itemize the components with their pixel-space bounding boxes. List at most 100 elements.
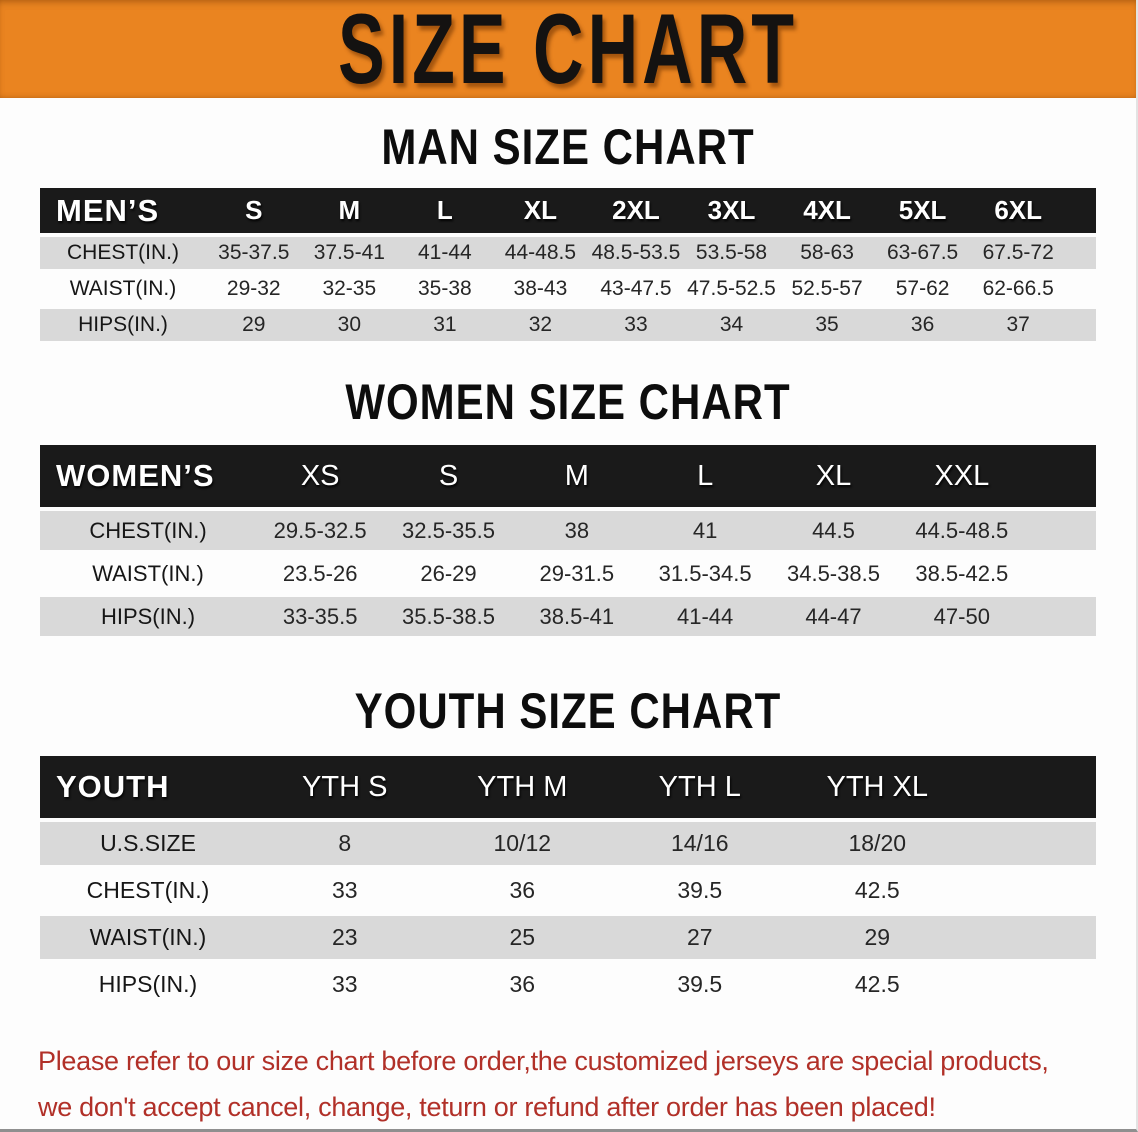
row-label: WAIST(IN.) <box>40 916 256 959</box>
disclaimer-line-1: Please refer to our size chart before or… <box>38 1046 1049 1076</box>
size-value-cell: 37 <box>970 309 1066 341</box>
size-value-cell: 35.5-38.5 <box>384 597 513 636</box>
table-row: WAIST(IN.) 23 25 27 29 <box>40 916 1096 959</box>
size-value-cell: 34 <box>683 309 780 341</box>
size-column-header: XL <box>769 445 898 507</box>
size-column-header: 5XL <box>874 188 971 233</box>
size-value-cell: 23 <box>256 916 434 959</box>
size-column-header: M <box>512 445 641 507</box>
youth-header-label: YOUTH <box>40 756 256 818</box>
size-column-header: 2XL <box>588 188 684 233</box>
size-value-cell: 8 <box>256 822 434 865</box>
size-value-cell: 36 <box>433 963 611 1006</box>
spacer-cell <box>1026 445 1096 507</box>
youth-header-row: YOUTH YTH S YTH M YTH L YTH XL <box>40 756 1096 818</box>
youth-size-table: YOUTH YTH S YTH M YTH L YTH XL U.S.SIZE 8 10/12… <box>40 752 1096 1010</box>
table-row: HIPS(IN.) 29 30 31 32 33 34 35 36 37 <box>40 309 1096 341</box>
size-value-cell: 32 <box>492 309 589 341</box>
size-value-cell: 41-44 <box>397 237 493 269</box>
size-value-cell: 29-31.5 <box>512 554 641 593</box>
size-value-cell: 44.5-48.5 <box>897 511 1026 550</box>
size-value-cell: 41 <box>640 511 770 550</box>
size-column-header: S <box>384 445 513 507</box>
spacer-cell <box>1026 597 1096 636</box>
men-size-table: MEN’S S M L XL 2XL 3XL 4XL 5XL 6XL CHEST(IN.) 35-37… <box>40 184 1096 345</box>
size-value-cell: 58-63 <box>779 237 875 269</box>
size-column-header: L <box>640 445 770 507</box>
row-label: CHEST(IN.) <box>40 511 256 550</box>
size-value-cell: 30 <box>301 309 398 341</box>
size-value-cell: 33 <box>588 309 684 341</box>
size-value-cell: 57-62 <box>874 273 971 305</box>
size-value-cell: 44-47 <box>769 597 898 636</box>
size-value-cell: 23.5-26 <box>256 554 385 593</box>
size-column-header: YTH L <box>611 756 789 818</box>
women-section-title: WOMEN SIZE CHART <box>345 373 791 430</box>
size-value-cell: 32-35 <box>301 273 398 305</box>
size-value-cell: 52.5-57 <box>779 273 875 305</box>
size-value-cell: 43-47.5 <box>588 273 684 305</box>
table-row: U.S.SIZE 8 10/12 14/16 18/20 <box>40 822 1096 865</box>
size-value-cell: 67.5-72 <box>970 237 1066 269</box>
banner: SIZE CHART <box>0 0 1136 104</box>
size-value-cell: 36 <box>874 309 971 341</box>
size-value-cell: 53.5-58 <box>683 237 780 269</box>
size-value-cell: 32.5-35.5 <box>384 511 513 550</box>
size-column-header: XL <box>492 188 589 233</box>
row-label: U.S.SIZE <box>40 822 256 865</box>
table-row: CHEST(IN.) 29.5-32.5 32.5-35.5 38 41 44.5 44.5… <box>40 511 1096 550</box>
size-value-cell: 34.5-38.5 <box>769 554 898 593</box>
table-row: CHEST(IN.) 35-37.5 37.5-41 41-44 44-48.5 48.5… <box>40 237 1096 269</box>
disclaimer-line-2: we don't accept cancel, change, teturn o… <box>38 1092 936 1122</box>
size-value-cell: 41-44 <box>640 597 770 636</box>
size-value-cell: 25 <box>433 916 611 959</box>
size-column-header: XS <box>256 445 385 507</box>
size-column-header: L <box>397 188 493 233</box>
spacer-cell <box>966 916 1096 959</box>
size-value-cell: 39.5 <box>611 963 789 1006</box>
size-column-header: 4XL <box>779 188 875 233</box>
size-column-header: YTH M <box>433 756 611 818</box>
banner-title: SIZE CHART <box>338 0 798 105</box>
size-value-cell: 33-35.5 <box>256 597 385 636</box>
section-youth: YOUTH SIZE CHART YOUTH YTH S YTH M YTH L YTH… <box>0 682 1136 1010</box>
size-value-cell: 47-50 <box>897 597 1026 636</box>
size-value-cell: 35-38 <box>397 273 493 305</box>
size-column-header: 3XL <box>683 188 780 233</box>
size-value-cell: 26-29 <box>384 554 513 593</box>
size-value-cell: 38 <box>512 511 641 550</box>
size-value-cell: 35 <box>779 309 875 341</box>
spacer-cell <box>966 963 1096 1006</box>
row-label: HIPS(IN.) <box>40 309 206 341</box>
size-column-header: YTH S <box>256 756 434 818</box>
spacer-cell <box>1066 237 1096 269</box>
women-header-row: WOMEN’S XS S M L XL XXL <box>40 445 1096 507</box>
spacer-cell <box>966 756 1096 818</box>
size-value-cell: 63-67.5 <box>874 237 971 269</box>
size-value-cell: 38-43 <box>492 273 589 305</box>
spacer-cell <box>1066 309 1096 341</box>
size-column-header: M <box>301 188 398 233</box>
size-value-cell: 29.5-32.5 <box>256 511 385 550</box>
disclaimer: Please refer to our size chart before or… <box>0 1038 1136 1129</box>
size-value-cell: 29 <box>206 309 302 341</box>
row-label: CHEST(IN.) <box>40 237 206 269</box>
size-value-cell: 37.5-41 <box>301 237 398 269</box>
size-value-cell: 42.5 <box>788 869 966 912</box>
row-label: WAIST(IN.) <box>40 554 256 593</box>
size-value-cell: 48.5-53.5 <box>588 237 684 269</box>
spacer-cell <box>1066 273 1096 305</box>
spacer-cell <box>1026 554 1096 593</box>
size-value-cell: 33 <box>256 869 434 912</box>
size-value-cell: 44.5 <box>769 511 898 550</box>
row-label: WAIST(IN.) <box>40 273 206 305</box>
table-row: CHEST(IN.) 33 36 39.5 42.5 <box>40 869 1096 912</box>
size-value-cell: 39.5 <box>611 869 789 912</box>
size-value-cell: 62-66.5 <box>970 273 1066 305</box>
size-value-cell: 38.5-41 <box>512 597 641 636</box>
youth-section-title: YOUTH SIZE CHART <box>354 682 782 739</box>
spacer-cell <box>966 822 1096 865</box>
size-column-header: 6XL <box>970 188 1066 233</box>
row-label: HIPS(IN.) <box>40 597 256 636</box>
